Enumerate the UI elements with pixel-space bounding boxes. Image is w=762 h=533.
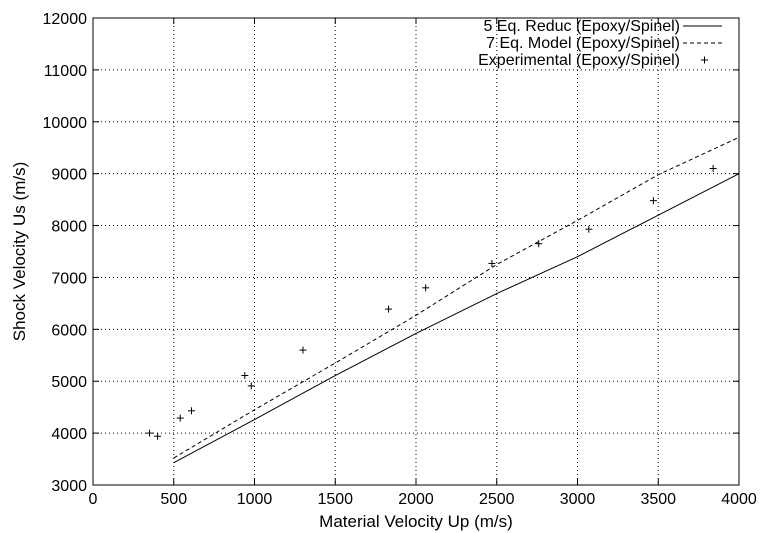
y-tick-label: 4000 <box>51 426 87 443</box>
data-point <box>422 284 430 292</box>
series-line <box>173 173 740 464</box>
series-2 <box>146 164 717 440</box>
y-tick-label: 7000 <box>51 270 87 287</box>
data-point <box>709 164 717 172</box>
data-point <box>146 429 154 437</box>
y-tick-label: 3000 <box>51 478 87 495</box>
y-tick-label: 8000 <box>51 219 87 236</box>
data-point <box>176 414 184 422</box>
legend-item: 7 Eq. Model (Epoxy/Spinel) <box>486 35 722 52</box>
data-point <box>649 197 657 205</box>
x-tick-label: 2500 <box>479 491 515 508</box>
series-layer <box>146 136 740 464</box>
data-point <box>299 346 307 354</box>
data-point <box>488 259 496 267</box>
y-tick-label: 12000 <box>43 11 88 28</box>
x-tick-label: 500 <box>160 491 187 508</box>
y-tick-label: 10000 <box>43 115 88 132</box>
legend-marker <box>701 56 708 64</box>
data-point <box>385 305 393 313</box>
legend-item: 5 Eq. Reduc (Epoxy/Spinel) <box>483 18 722 35</box>
x-tick-label: 0 <box>89 491 98 508</box>
series-line <box>173 136 740 459</box>
x-tick-label: 1500 <box>317 491 353 508</box>
x-tick-label: 4000 <box>721 491 757 508</box>
x-tick-label: 3500 <box>640 491 676 508</box>
series-1 <box>173 136 740 459</box>
data-point <box>247 382 255 390</box>
y-tick-label: 6000 <box>51 322 87 339</box>
data-point <box>241 372 249 380</box>
legend-label: Experimental (Epoxy/Spinel) <box>478 52 680 69</box>
legend-label: 5 Eq. Reduc (Epoxy/Spinel) <box>483 18 680 35</box>
data-point <box>535 240 543 248</box>
grid <box>93 18 739 485</box>
legend-item: Experimental (Epoxy/Spinel) <box>478 52 708 69</box>
legend-label: 7 Eq. Model (Epoxy/Spinel) <box>486 35 680 52</box>
y-tick-label: 5000 <box>51 374 87 391</box>
series-0 <box>173 173 740 464</box>
x-tick-label: 2000 <box>398 491 434 508</box>
data-point <box>188 407 196 415</box>
data-point <box>585 225 593 233</box>
x-tick-label: 1000 <box>237 491 273 508</box>
y-axis-label: Shock Velocity Us (m/s) <box>10 162 29 342</box>
x-axis-label: Material Velocity Up (m/s) <box>319 512 513 531</box>
x-tick-label: 3000 <box>560 491 596 508</box>
y-tick-label: 11000 <box>44 63 87 80</box>
data-point <box>154 432 162 440</box>
ticks: 0 500 1000 1500 2000 2500 3000 3500 4000 3000 4000… <box>43 11 757 508</box>
y-tick-label: 9000 <box>51 167 87 184</box>
legend: 5 Eq. Reduc (Epoxy/Spinel)7 Eq. Model (E… <box>478 18 722 69</box>
